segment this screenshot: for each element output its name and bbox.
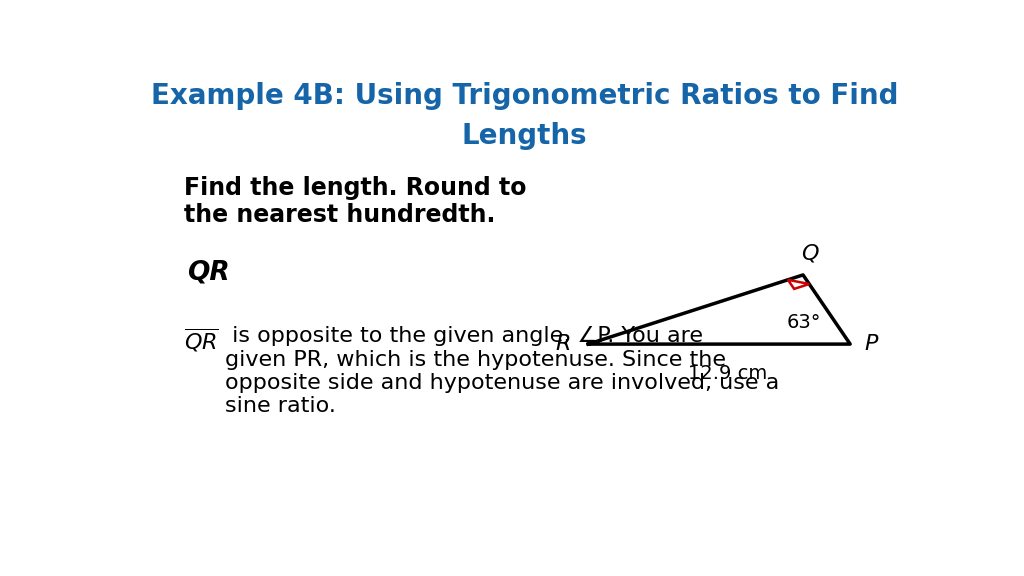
Text: 63°: 63° [786,313,821,332]
Text: P: P [864,334,878,354]
Text: Example 4B: Using Trigonometric Ratios to Find: Example 4B: Using Trigonometric Ratios t… [152,82,898,111]
Text: Find the length. Round to
the nearest hundredth.: Find the length. Round to the nearest hu… [183,176,526,228]
Text: Q: Q [801,244,818,264]
Text: $\overline{QR}$: $\overline{QR}$ [183,327,218,354]
Text: 12.9 cm: 12.9 cm [687,364,767,383]
Text: Lengths: Lengths [462,122,588,150]
Text: is opposite to the given angle, ∠P. You are
given PR, which is the hypotenuse. S: is opposite to the given angle, ∠P. You … [225,327,779,416]
Text: QR: QR [187,260,230,286]
Text: R: R [555,334,570,354]
